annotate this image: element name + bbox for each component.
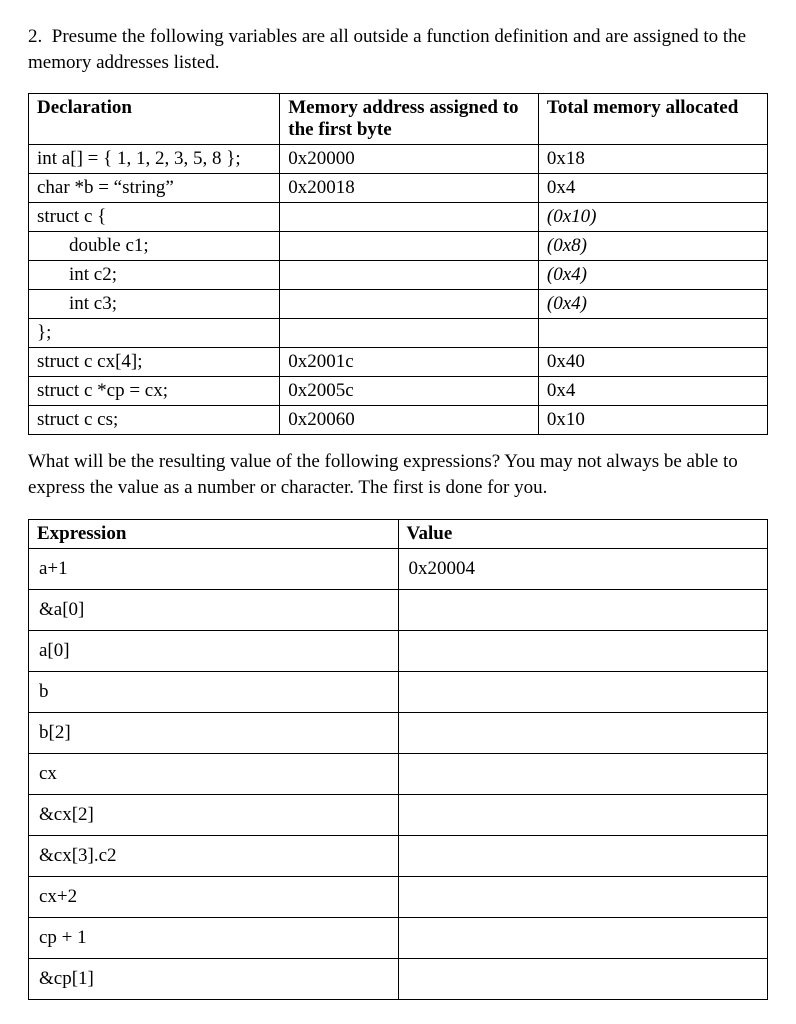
- value-cell: [398, 876, 768, 917]
- expr-header-row: Expression Value: [29, 519, 768, 548]
- expr-cell: a+1: [29, 548, 399, 589]
- expr-cell: &cx[3].c2: [29, 835, 399, 876]
- addr-cell: 0x2005c: [280, 377, 539, 406]
- decl-cell: struct c *cp = cx;: [29, 377, 280, 406]
- decl-cell: int c3;: [29, 290, 280, 319]
- expr-cell: b[2]: [29, 712, 399, 753]
- expr-cell: cx+2: [29, 876, 399, 917]
- mem-cell: 0x4: [538, 174, 767, 203]
- decl-cell: struct c cs;: [29, 406, 280, 435]
- mem-cell: (0x10): [538, 203, 767, 232]
- value-cell: [398, 794, 768, 835]
- value-cell: [398, 753, 768, 794]
- decl-header-declaration: Declaration: [29, 94, 280, 145]
- value-cell: [398, 671, 768, 712]
- addr-cell: 0x20000: [280, 145, 539, 174]
- question-number: 2.: [28, 26, 42, 47]
- addr-cell: [280, 319, 539, 348]
- value-cell: [398, 589, 768, 630]
- mem-cell: (0x4): [538, 290, 767, 319]
- table-row: b: [29, 671, 768, 712]
- expr-cell: cp + 1: [29, 917, 399, 958]
- addr-cell: [280, 203, 539, 232]
- decl-cell: };: [29, 319, 280, 348]
- table-row: cp + 1: [29, 917, 768, 958]
- table-row: &cx[2]: [29, 794, 768, 835]
- expression-table: Expression Value a+10x20004&a[0]a[0]bb[2…: [28, 519, 768, 1000]
- value-cell: [398, 958, 768, 999]
- value-cell: 0x20004: [398, 548, 768, 589]
- expr-header-value: Value: [398, 519, 768, 548]
- value-cell: [398, 630, 768, 671]
- table-row: &a[0]: [29, 589, 768, 630]
- table-row: struct c *cp = cx;0x2005c0x4: [29, 377, 768, 406]
- value-cell: [398, 835, 768, 876]
- expr-cell: &cx[2]: [29, 794, 399, 835]
- decl-cell: struct c {: [29, 203, 280, 232]
- addr-cell: 0x2001c: [280, 348, 539, 377]
- table-row: int a[] = { 1, 1, 2, 3, 5, 8 };0x200000x…: [29, 145, 768, 174]
- expr-cell: b: [29, 671, 399, 712]
- expr-header-expression: Expression: [29, 519, 399, 548]
- mem-cell: [538, 319, 767, 348]
- table-row: struct c cx[4];0x2001c0x40: [29, 348, 768, 377]
- decl-header-memory: Total memory allocated: [538, 94, 767, 145]
- decl-cell: double c1;: [29, 232, 280, 261]
- expr-cell: &cp[1]: [29, 958, 399, 999]
- mem-cell: (0x4): [538, 261, 767, 290]
- addr-cell: 0x20060: [280, 406, 539, 435]
- value-cell: [398, 712, 768, 753]
- mem-cell: (0x8): [538, 232, 767, 261]
- addr-cell: [280, 290, 539, 319]
- table-row: struct c { (0x10): [29, 203, 768, 232]
- decl-header-address: Memory address assigned to the first byt…: [280, 94, 539, 145]
- value-cell: [398, 917, 768, 958]
- table-row: cx+2: [29, 876, 768, 917]
- decl-cell: int a[] = { 1, 1, 2, 3, 5, 8 };: [29, 145, 280, 174]
- question-text: Presume the following variables are all …: [28, 26, 746, 73]
- mid-paragraph: What will be the resulting value of the …: [28, 449, 768, 500]
- table-row: int c3; (0x4): [29, 290, 768, 319]
- table-row: char *b = “string”0x200180x4: [29, 174, 768, 203]
- addr-cell: [280, 232, 539, 261]
- table-row: b[2]: [29, 712, 768, 753]
- table-row: struct c cs;0x200600x10: [29, 406, 768, 435]
- mem-cell: 0x40: [538, 348, 767, 377]
- table-row: a+10x20004: [29, 548, 768, 589]
- expr-cell: &a[0]: [29, 589, 399, 630]
- table-row: int c2; (0x4): [29, 261, 768, 290]
- table-row: cx: [29, 753, 768, 794]
- decl-header-row: Declaration Memory address assigned to t…: [29, 94, 768, 145]
- mem-cell: 0x4: [538, 377, 767, 406]
- table-row: a[0]: [29, 630, 768, 671]
- expr-cell: cx: [29, 753, 399, 794]
- declaration-table: Declaration Memory address assigned to t…: [28, 93, 768, 435]
- expr-cell: a[0]: [29, 630, 399, 671]
- decl-cell: char *b = “string”: [29, 174, 280, 203]
- addr-cell: 0x20018: [280, 174, 539, 203]
- decl-cell: struct c cx[4];: [29, 348, 280, 377]
- table-row: &cp[1]: [29, 958, 768, 999]
- mem-cell: 0x10: [538, 406, 767, 435]
- table-row: };: [29, 319, 768, 348]
- question-prompt: 2. Presume the following variables are a…: [28, 24, 768, 75]
- addr-cell: [280, 261, 539, 290]
- decl-cell: int c2;: [29, 261, 280, 290]
- mem-cell: 0x18: [538, 145, 767, 174]
- table-row: double c1; (0x8): [29, 232, 768, 261]
- table-row: &cx[3].c2: [29, 835, 768, 876]
